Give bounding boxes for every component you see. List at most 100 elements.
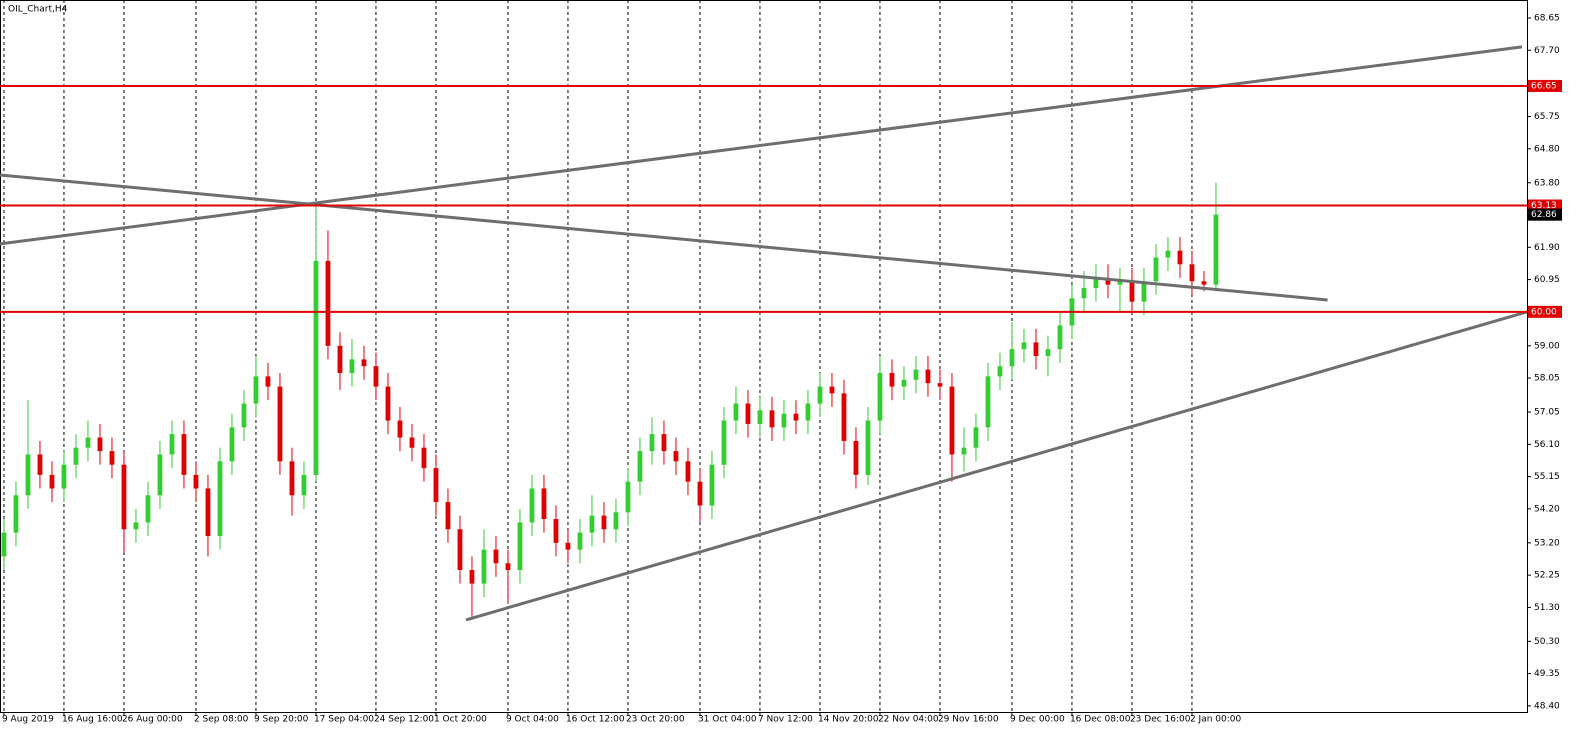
- candle-body: [169, 434, 175, 455]
- candle-body: [985, 376, 991, 428]
- y-tick-label: 48.40: [1534, 701, 1560, 711]
- x-tick-label: 7 Nov 12:00: [758, 715, 813, 725]
- candle-body: [925, 369, 931, 384]
- candle-body: [205, 488, 211, 537]
- level-label-box: [1528, 199, 1562, 212]
- y-tick-label: 63.80: [1534, 178, 1560, 188]
- candle-body: [913, 369, 919, 380]
- x-tick-label: 29 Nov 16:00: [938, 715, 999, 725]
- plot-area: [0, 0, 1528, 713]
- candle-body: [457, 529, 463, 571]
- x-tick-label: 31 Oct 04:00: [698, 715, 757, 725]
- x-tick-label: 2 Sep 08:00: [194, 715, 249, 725]
- candle-body: [433, 468, 439, 503]
- candle-body: [817, 386, 823, 404]
- candle-body: [361, 359, 367, 367]
- trend-line: [0, 45, 1523, 246]
- candle-body: [133, 522, 139, 530]
- candle-body: [865, 420, 871, 475]
- candle-body: [781, 413, 787, 428]
- candle-body: [1105, 277, 1111, 285]
- candle-body: [481, 549, 487, 584]
- level-label: 66.65: [1531, 81, 1557, 91]
- candle-body: [565, 542, 571, 550]
- level-label: 60.00: [1531, 307, 1557, 317]
- candle-body: [1081, 288, 1087, 299]
- candle-body: [1141, 281, 1147, 302]
- candle-body: [1033, 342, 1039, 356]
- candle-body: [1009, 349, 1015, 367]
- y-tick-label: 60.95: [1534, 275, 1560, 285]
- candle-body: [301, 474, 307, 496]
- y-tick-label: 59.00: [1534, 341, 1560, 351]
- y-tick-label: 58.05: [1534, 374, 1560, 384]
- candle-body: [385, 386, 391, 421]
- candle-body: [97, 437, 103, 452]
- candle-body: [1021, 342, 1027, 350]
- x-tick-label: 16 Oct 12:00: [566, 715, 625, 725]
- candle-body: [877, 372, 883, 421]
- candle-body: [853, 440, 859, 475]
- x-tick-label: 17 Sep 04:00: [314, 715, 374, 725]
- candle-body: [1045, 349, 1051, 356]
- candle-body: [529, 488, 535, 523]
- x-tick-label: 1 Oct 20:00: [434, 715, 487, 725]
- candle-body: [265, 376, 271, 387]
- candle-body: [349, 359, 355, 373]
- level-label-box: [1528, 79, 1562, 92]
- candle-body: [1, 532, 7, 557]
- candle-body: [721, 420, 727, 465]
- candle-body: [1213, 214, 1219, 285]
- candle-body: [409, 437, 415, 448]
- x-tick-label: 22 Nov 04:00: [878, 715, 939, 725]
- candle-body: [325, 260, 331, 346]
- candle-body: [193, 474, 199, 489]
- y-tick-label: 67.70: [1534, 46, 1560, 56]
- candle-body: [241, 403, 247, 428]
- candle-body: [1117, 281, 1123, 285]
- x-tick-label: 16 Aug 16:00: [62, 715, 123, 725]
- candle-body: [1057, 325, 1063, 350]
- candle-body: [253, 376, 259, 404]
- candle-body: [445, 502, 451, 530]
- candle-body: [1189, 264, 1195, 282]
- candle-body: [961, 447, 967, 455]
- y-tick-label: 57.05: [1534, 408, 1560, 418]
- y-tick-label: 65.75: [1534, 112, 1560, 122]
- candle-body: [61, 464, 67, 489]
- y-tick-label: 51.30: [1534, 603, 1560, 613]
- candle-body: [109, 451, 115, 465]
- candle-body: [517, 522, 523, 571]
- candle-body: [577, 532, 583, 550]
- x-tick-label: 23 Oct 20:00: [626, 715, 685, 725]
- x-tick-label: 16 Dec 08:00: [1070, 715, 1131, 725]
- candle-body: [1093, 277, 1099, 289]
- y-tick-label: 68.65: [1534, 14, 1560, 24]
- candle-body: [553, 519, 559, 543]
- candle-body: [37, 454, 43, 475]
- candle-body: [973, 427, 979, 448]
- candle-body: [637, 451, 643, 482]
- y-tick-label: 54.20: [1534, 504, 1560, 514]
- candle-body: [685, 461, 691, 482]
- x-tick-label: 9 Aug 2019: [2, 715, 54, 725]
- candle-body: [25, 454, 31, 496]
- y-tick-label: 55.15: [1534, 472, 1560, 482]
- candle-body: [793, 413, 799, 421]
- candle-body: [769, 410, 775, 428]
- candle-body: [649, 434, 655, 452]
- candle-body: [541, 488, 547, 520]
- trend-line: [465, 310, 1528, 622]
- x-tick-label: 9 Dec 00:00: [1010, 715, 1065, 725]
- candle-body: [745, 403, 751, 424]
- candle-body: [673, 451, 679, 462]
- candle-body: [625, 481, 631, 513]
- candle-body: [661, 434, 667, 452]
- x-tick-label: 14 Nov 20:00: [818, 715, 879, 725]
- candle-body: [277, 386, 283, 462]
- candle-body: [13, 495, 19, 533]
- candle-body: [505, 563, 511, 571]
- candle-body: [121, 464, 127, 530]
- y-tick-label: 50.30: [1534, 637, 1560, 647]
- candle-body: [337, 345, 343, 373]
